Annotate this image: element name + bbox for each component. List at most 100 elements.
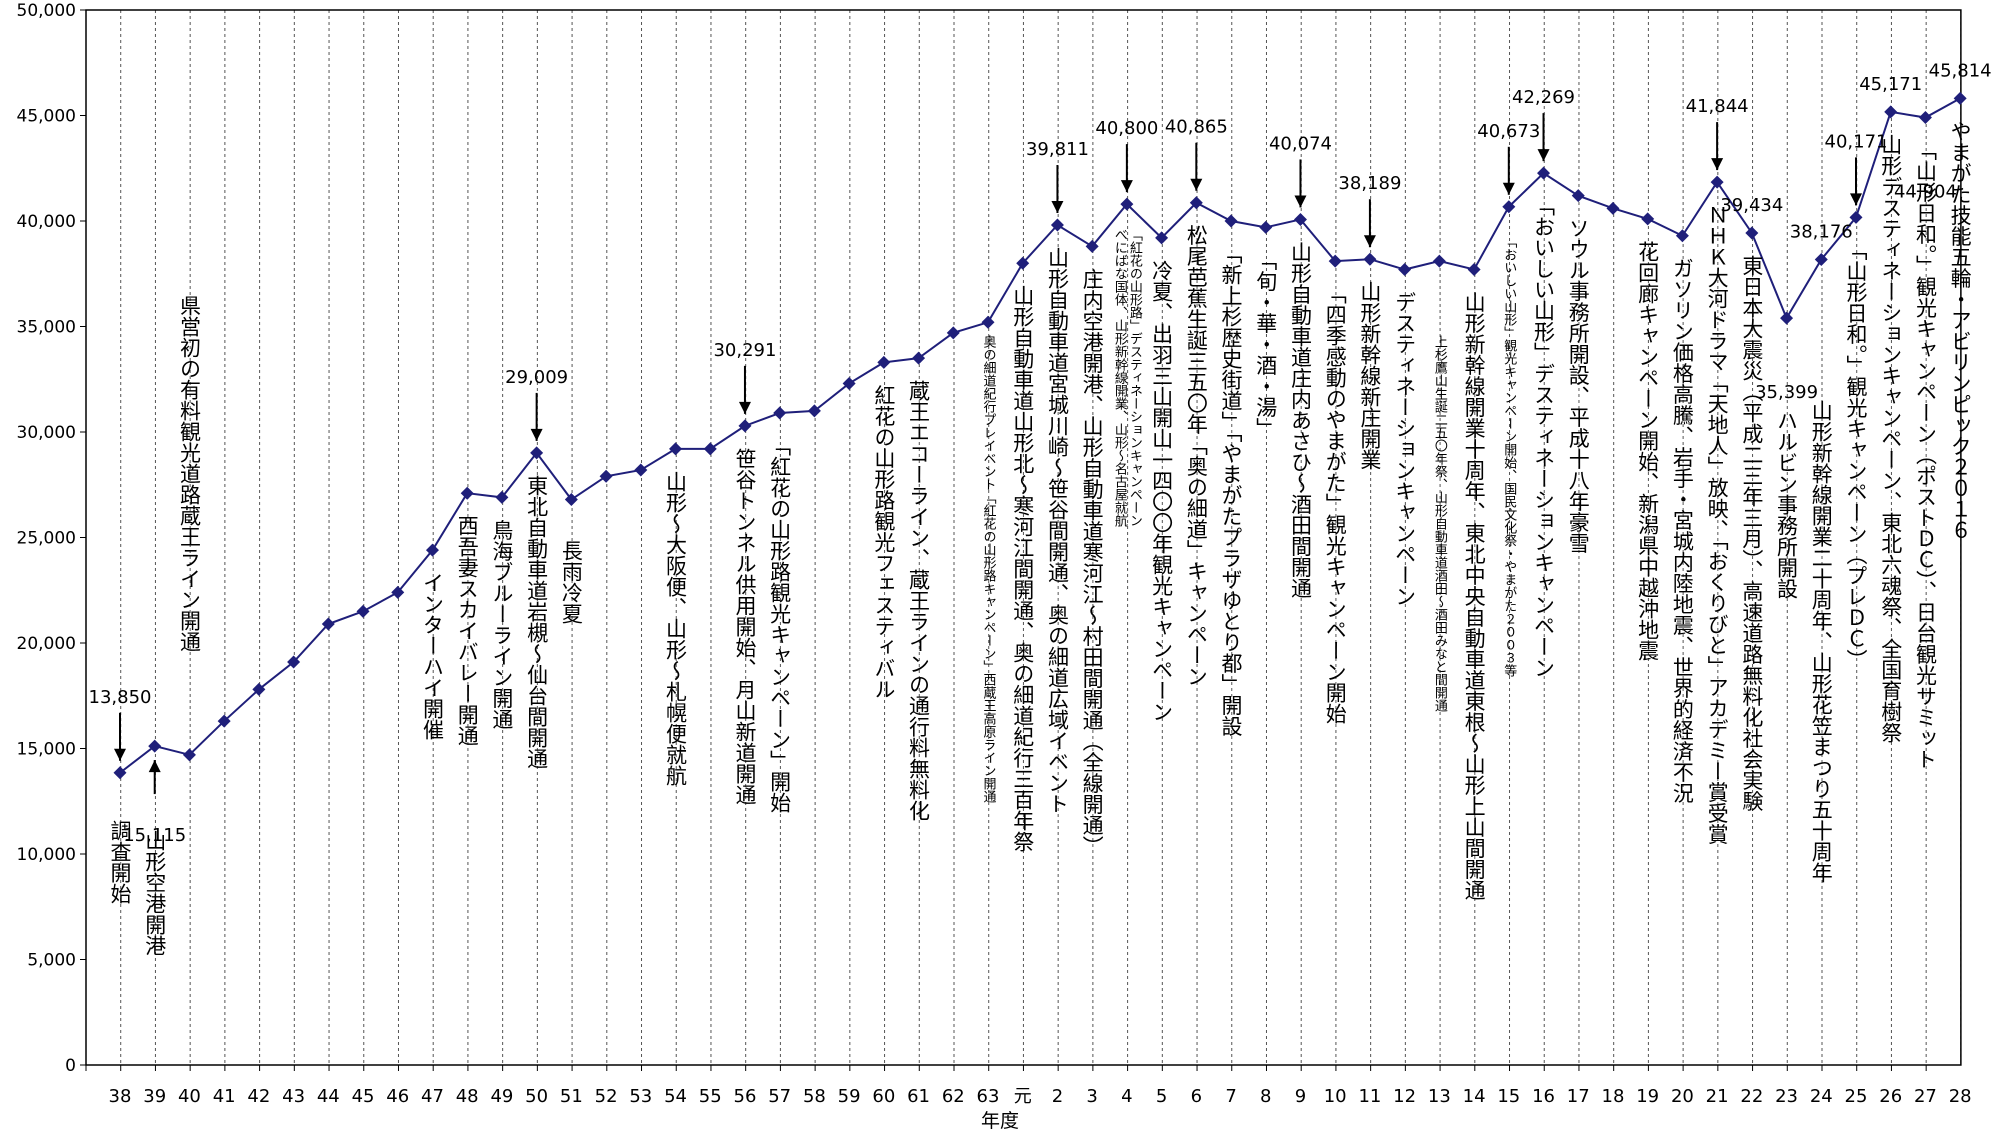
arrow-head: [1711, 158, 1724, 171]
data-point: [1085, 239, 1099, 253]
data-label: 41,844: [1686, 96, 1749, 117]
x-tick-label: 27: [1914, 1086, 1937, 1107]
x-tick-label: 46: [386, 1086, 409, 1107]
data-point: [1745, 226, 1759, 240]
data-label: 40,800: [1095, 118, 1158, 139]
x-tick-label: 54: [664, 1086, 687, 1107]
y-tick-label: 50,000: [17, 1, 76, 21]
x-tick-label: 5: [1156, 1086, 1167, 1107]
arrow-head: [114, 748, 126, 761]
data-point: [1884, 105, 1898, 119]
data-label: 40,171: [1825, 131, 1888, 152]
annotation-text: 山形自動車道宮城川崎～笹谷間開通、奥の細道広域イベント: [1045, 247, 1069, 814]
data-point: [1120, 197, 1134, 211]
data-point: [1675, 229, 1689, 243]
data-point: [946, 326, 960, 340]
x-tick-label: 17: [1567, 1086, 1590, 1107]
annotation-text: 山形～大阪便、山形～札幌便就航: [664, 471, 688, 786]
data-point: [1780, 311, 1794, 325]
series: [113, 91, 1967, 780]
annotation-text: 奥の細道紀行プレイベント「紅花の山形路キャンペーン」西蔵王高原ライン開通: [981, 335, 997, 803]
annotation-text: 山形新幹線開業十周年、東北中央自動車道東根～山形上山間開通: [1462, 292, 1486, 901]
x-tick-label: 25: [1845, 1086, 1868, 1107]
data-point: [773, 406, 787, 420]
y-tick-label: 20,000: [17, 634, 76, 654]
data-point: [564, 493, 578, 507]
annotation-text: 「おいしい山形」デスティネーションキャンペーン: [1532, 195, 1556, 678]
x-tick-label: 58: [803, 1086, 826, 1107]
y-tick-label: 0: [65, 1056, 76, 1076]
data-point: [1641, 212, 1655, 226]
annotation-text: ハルビン事務所開設: [1775, 410, 1799, 599]
series-line: [119, 97, 1961, 774]
x-tick-label: 41: [213, 1086, 236, 1107]
data-point: [425, 543, 439, 557]
x-tick-label: 20: [1671, 1086, 1694, 1107]
annotation-text: 山形空港開港: [143, 830, 167, 956]
x-tick-label: 8: [1260, 1086, 1271, 1107]
x-tick-label: 39: [143, 1086, 166, 1107]
x-tick-label: 13: [1428, 1086, 1451, 1107]
x-tick-label: 19: [1636, 1086, 1659, 1107]
data-label: 15,115: [123, 825, 186, 846]
data-point: [1918, 111, 1932, 125]
data-point: [1710, 175, 1724, 189]
data-point: [669, 442, 683, 456]
y-tick-label: 25,000: [17, 529, 76, 549]
annotation-text: 冷夏、出羽三山開山一四〇〇年観光キャンペーン: [1150, 260, 1174, 722]
annotation-text: 山形新幹線開業二十周年、山形花笠まつり五十周年: [1809, 400, 1833, 883]
x-tick-label: 16: [1532, 1086, 1555, 1107]
annotation-text: 庄内空港開港、山形自動車道寒河江～村田間開通（全線開通）: [1080, 268, 1104, 856]
arrow-head: [1190, 178, 1203, 191]
annotation-text: デスティネーションキャンペーン: [1393, 292, 1417, 607]
data-point: [1953, 91, 1967, 105]
annotation-text: 松尾芭蕉生誕三五〇年「奥の細道」キャンペーン: [1184, 225, 1208, 687]
annotation-text: 長雨冷夏: [559, 540, 583, 624]
annotation-text: 山形自動車道山形北～寒河江間開通、奥の細道紀行三百年祭: [1011, 285, 1035, 852]
x-tick-label: 24: [1810, 1086, 1833, 1107]
annotation-text: 蔵王エコーライン、蔵王ラインの通行料無料化: [907, 380, 931, 821]
data-label: 45,171: [1859, 74, 1922, 95]
data-point: [1606, 201, 1620, 215]
data-point: [356, 604, 370, 618]
annotation-text: 調査開始: [108, 820, 132, 904]
data-point: [703, 442, 717, 456]
annotation-text: 「旬・華・酒・湯」: [1254, 249, 1278, 438]
data-point: [148, 739, 162, 753]
data-point: [1155, 231, 1169, 245]
x-tick-label: 45: [352, 1086, 375, 1107]
data-point: [842, 376, 856, 390]
annotation-text: 東日本大震災（平成二三年三月）、高速道路無料化社会実験: [1740, 255, 1764, 812]
data-label: 35,399: [1755, 382, 1818, 403]
arrow-head: [1363, 235, 1376, 248]
annotation-text: 山形デスティネーションキャンペーン、東北六魂祭、全国育樹祭: [1879, 134, 1903, 743]
data-point: [460, 486, 474, 500]
x-tick-label: 21: [1706, 1086, 1729, 1107]
data-point: [1537, 166, 1551, 180]
x-tick-label: 59: [838, 1086, 861, 1107]
y-tick-label: 10,000: [17, 845, 76, 865]
annotation-text: 「紅花の山形路観光キャンペーン」開始: [768, 435, 792, 813]
data-point: [1259, 220, 1273, 234]
arrow-head: [1051, 200, 1064, 213]
x-tick-label: 28: [1949, 1086, 1972, 1107]
data-label: 45,814: [1929, 60, 1992, 81]
x-tick-label: 53: [629, 1086, 652, 1107]
annotation-text: インターハイ開催: [420, 572, 444, 740]
annotation-text: 鳥海ブルーライン開通: [490, 519, 514, 729]
x-tick-label: 44: [317, 1086, 340, 1107]
annotation-text: 山形自動車道庄内あさひ～酒田間開通: [1288, 241, 1312, 598]
x-tick-label: 48: [456, 1086, 479, 1107]
y-tick-label: 30,000: [17, 423, 76, 443]
x-tick-label: 26: [1879, 1086, 1902, 1107]
data-point: [634, 463, 648, 477]
x-axis-ticks: 38 39 40 41 42 43 44 45 46 47 48 49 50 51 52 53 54 55 56 57…: [85, 1065, 1972, 1107]
data-point: [1050, 218, 1064, 232]
data-label: 44,904: [1894, 182, 1957, 203]
data-point: [1363, 252, 1377, 266]
arrow-head: [1502, 182, 1515, 195]
annotation-text: 西吾妻スカイバレー開通: [455, 515, 479, 746]
data-point: [1293, 212, 1307, 226]
x-tick-label: 23: [1775, 1086, 1798, 1107]
data-label: 39,434: [1720, 195, 1783, 216]
